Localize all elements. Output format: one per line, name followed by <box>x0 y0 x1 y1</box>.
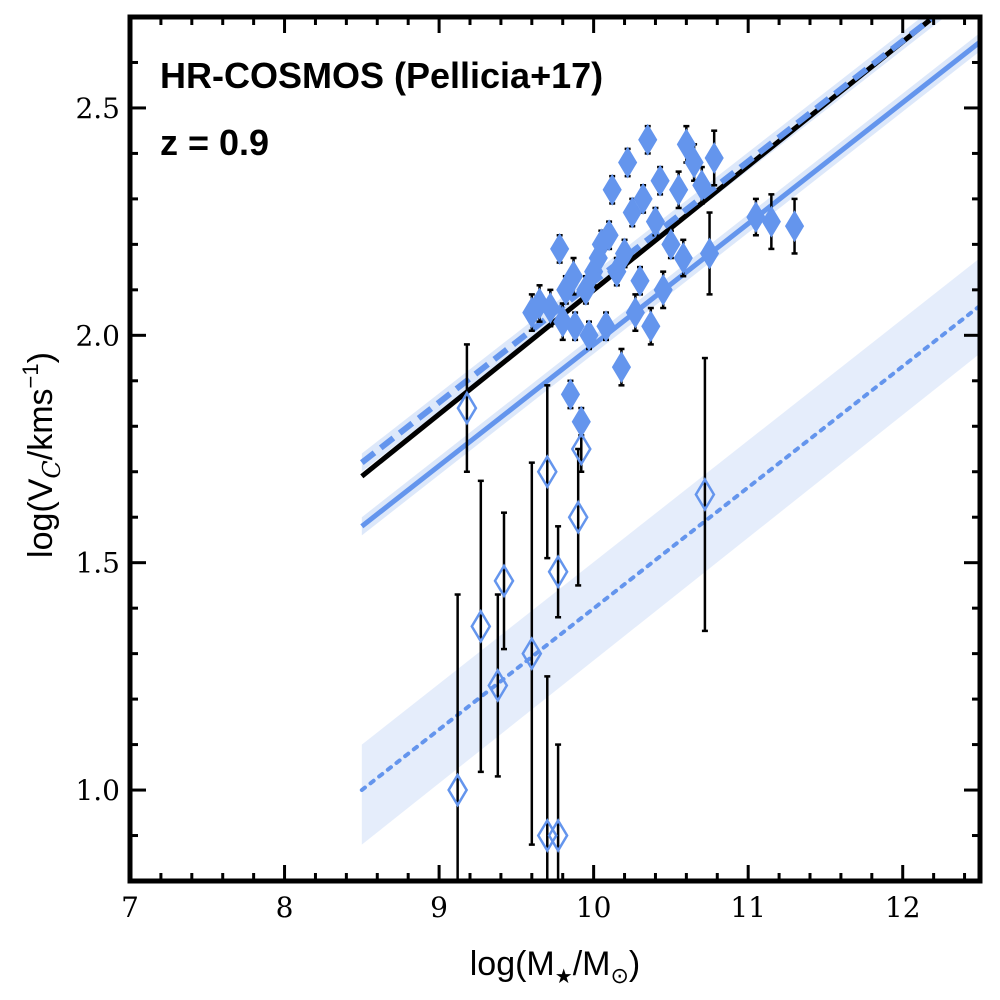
data-point-filled <box>602 173 622 206</box>
data-point-filled <box>618 146 638 179</box>
x-tick-label: 12 <box>885 891 921 924</box>
data-point-filled <box>596 310 616 343</box>
data-point-filled <box>630 264 650 297</box>
panel-title: HR-COSMOS (Pellicia+17) <box>160 55 603 96</box>
y-axis-label: log(VC/kms−1) <box>18 352 66 558</box>
band-lower-band <box>361 258 980 845</box>
data-point-filled <box>540 292 560 325</box>
bands-layer <box>361 17 980 845</box>
line-blue-dashed-upper <box>359 17 939 466</box>
data-point-filled <box>576 273 596 306</box>
x-tick-label: 9 <box>430 891 448 924</box>
panel-redshift: z = 0.9 <box>160 122 269 163</box>
fit-lines-layer <box>359 17 980 793</box>
y-tick-label: 2.5 <box>75 92 120 125</box>
data-point-open <box>567 499 589 535</box>
data-point-filled <box>607 255 627 288</box>
data-point-open <box>536 454 558 490</box>
x-tick-label: 10 <box>576 891 612 924</box>
data-point-open <box>547 818 569 853</box>
data-point-filled <box>641 310 661 343</box>
data-point-filled <box>784 210 805 243</box>
data-point-filled <box>684 146 704 179</box>
data-point-open <box>447 772 469 808</box>
data-point-open <box>487 668 509 703</box>
y-tick-label: 2.0 <box>75 319 120 352</box>
data-point-open <box>521 636 543 672</box>
points-layer <box>447 123 805 853</box>
data-point-filled <box>645 205 666 238</box>
data-point-filled <box>669 173 689 206</box>
data-point-filled <box>633 182 653 215</box>
data-point-filled <box>611 351 632 384</box>
data-point-filled <box>560 378 581 411</box>
data-point-filled <box>638 123 658 156</box>
data-point-filled <box>563 260 584 293</box>
data-point-open <box>470 608 492 644</box>
y-tick-label: 1.0 <box>75 774 120 807</box>
data-point-filled <box>571 405 591 438</box>
x-tick-label: 7 <box>121 891 139 924</box>
data-point-filled <box>599 219 619 252</box>
x-tick-label: 11 <box>730 891 766 924</box>
data-point-filled <box>622 196 642 229</box>
data-point-filled <box>746 201 766 234</box>
data-point-filled <box>673 242 693 274</box>
data-point-filled <box>661 228 681 261</box>
data-point-open <box>694 477 716 512</box>
data-point-filled <box>625 296 645 329</box>
line-blue-dotted-lower <box>359 303 980 793</box>
x-axis-label: log(M★/M⊙) <box>470 945 641 988</box>
data-point-filled <box>676 128 696 161</box>
x-tick-label: 8 <box>276 891 294 924</box>
data-point-filled <box>761 205 781 238</box>
data-point-filled <box>692 169 712 202</box>
data-point-filled <box>579 319 599 352</box>
y-tick-label: 1.5 <box>75 547 120 580</box>
data-point-open <box>456 390 478 426</box>
plot-frame <box>127 14 983 884</box>
data-point-filled <box>614 237 635 270</box>
data-point-filled <box>699 237 720 270</box>
data-point-filled <box>553 305 573 338</box>
data-point-open <box>493 563 515 599</box>
data-point-open <box>547 554 569 590</box>
data-point-filled <box>653 273 673 306</box>
data-point-filled <box>565 310 585 343</box>
data-point-open <box>570 431 592 467</box>
data-point-filled <box>550 232 570 265</box>
data-point-filled <box>704 141 724 174</box>
tick-labels-layer: 7 8 9 10 11 12 1.0 1.5 2.0 2.5 <box>75 92 920 924</box>
data-point-filled <box>650 164 670 197</box>
line-blue-solid-mid <box>360 40 980 529</box>
